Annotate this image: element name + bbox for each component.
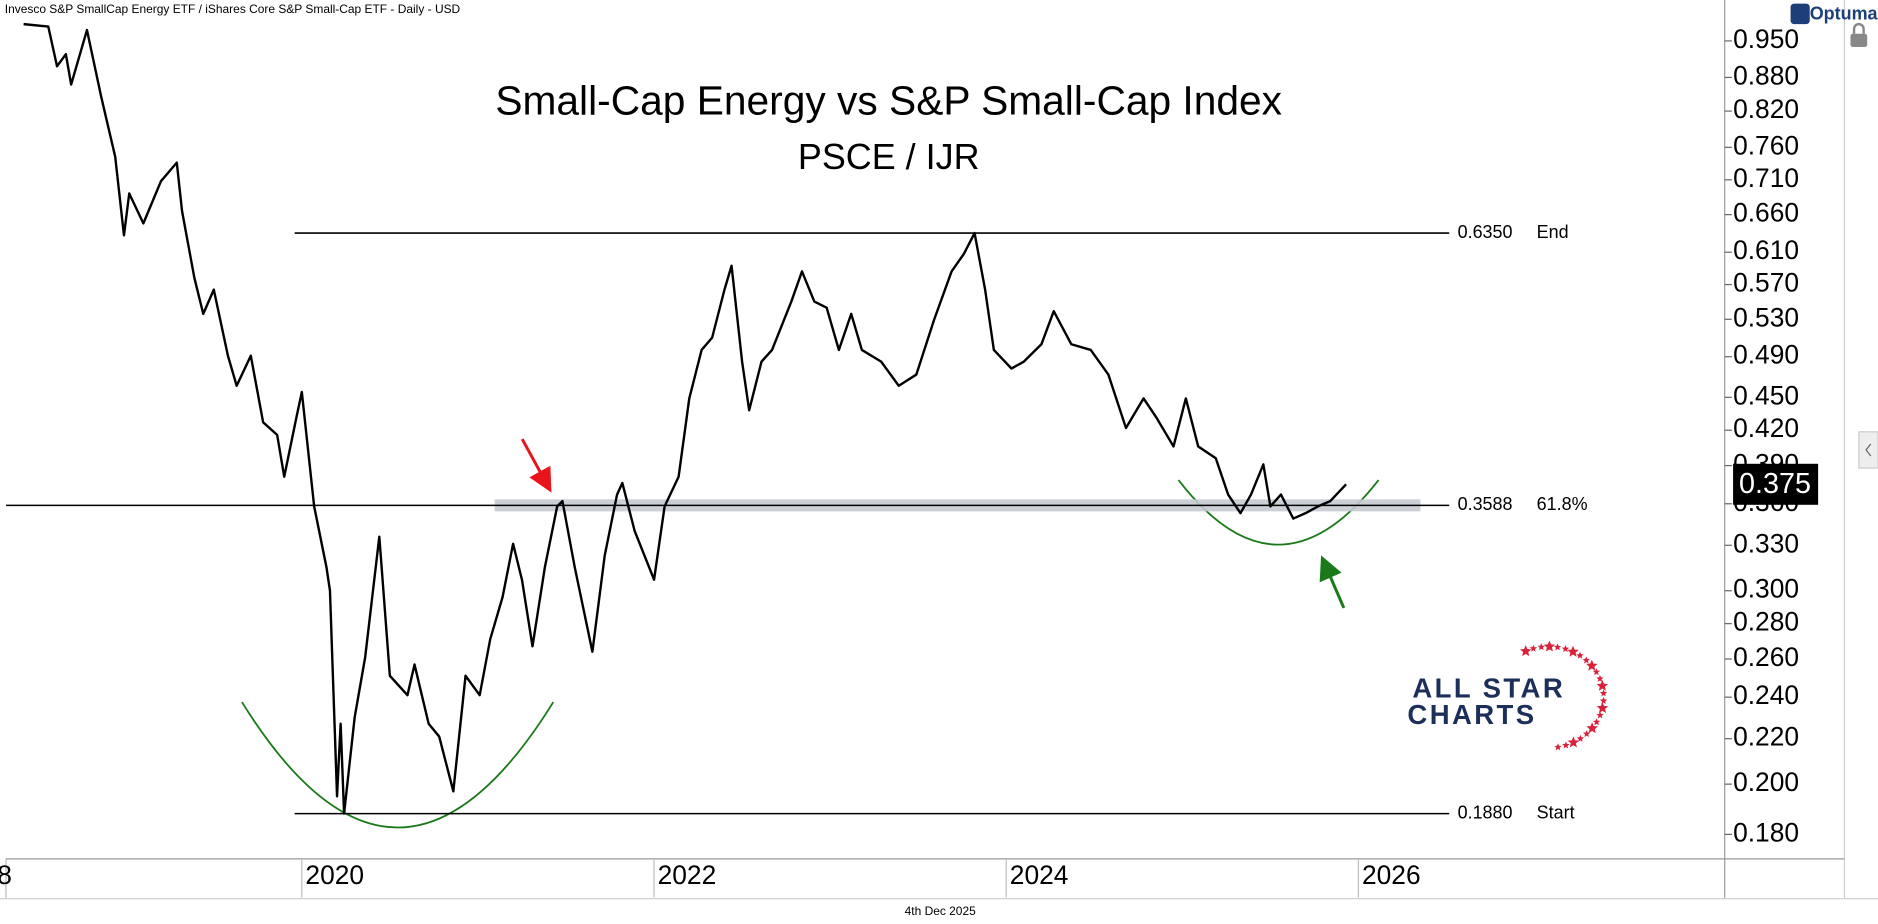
star — [1537, 643, 1545, 651]
y-tick-label: 0.300 — [1733, 574, 1799, 604]
y-tick-label: 0.610 — [1733, 235, 1799, 265]
x-axis: 2018 2020 2022 2024 2026 — [0, 860, 1421, 890]
chart-header: Invesco S&P SmallCap Energy ETF / iShare… — [5, 2, 461, 16]
plot-area — [23, 22, 1347, 815]
star — [1554, 743, 1562, 751]
star — [1561, 645, 1570, 653]
level-value: 0.1880 — [1458, 802, 1513, 822]
star — [1567, 645, 1579, 657]
side-tab-arrow — [1865, 443, 1872, 457]
y-tick-label: 0.710 — [1733, 163, 1799, 193]
star — [1562, 741, 1570, 749]
star — [1596, 711, 1604, 719]
lock-icon — [1850, 33, 1868, 48]
y-tick-label: 0.260 — [1733, 642, 1799, 672]
x-tick-label: 2018 — [0, 860, 12, 890]
level-name: End — [1537, 222, 1569, 242]
level-value: 0.3588 — [1458, 494, 1513, 514]
star — [1599, 696, 1608, 704]
y-tick-label: 0.660 — [1733, 198, 1799, 228]
y-tick-label: 0.880 — [1733, 60, 1799, 90]
y-tick-label: 0.220 — [1733, 722, 1799, 752]
last-value-box — [1733, 463, 1819, 505]
side-tab[interactable] — [1858, 431, 1878, 469]
annotation-arrow — [1319, 555, 1346, 609]
star — [1596, 674, 1604, 682]
star — [1576, 734, 1585, 742]
star — [1529, 644, 1538, 652]
chart-subtitle: PSCE / IJR — [798, 136, 980, 177]
y-tick-label: 0.200 — [1733, 767, 1799, 797]
star — [1592, 668, 1601, 676]
x-tick-label: 2020 — [305, 860, 364, 890]
last-value-label: 0.375 — [1739, 468, 1811, 500]
watermark-line: CHARTS — [1407, 699, 1536, 730]
y-tick-label: 0.450 — [1733, 380, 1799, 410]
star — [1586, 659, 1598, 671]
y-tick-label: 0.330 — [1733, 528, 1799, 558]
star — [1567, 736, 1580, 748]
source-logo: Optuma — [1810, 3, 1878, 23]
footer-date: 4th Dec 2025 — [905, 904, 976, 918]
y-tick-label: 0.490 — [1733, 340, 1799, 370]
y-tick-label: 0.950 — [1733, 24, 1799, 54]
star — [1520, 645, 1532, 657]
star — [1576, 651, 1584, 659]
star — [1582, 656, 1590, 664]
y-tick-label: 0.820 — [1733, 94, 1799, 124]
star — [1583, 730, 1591, 738]
y-tick-label: 0.760 — [1733, 130, 1799, 160]
x-tick-label: 2022 — [658, 860, 717, 890]
star — [1592, 718, 1601, 726]
annotation-arrow — [520, 438, 552, 493]
y-tick-label: 0.420 — [1733, 413, 1799, 443]
price-line — [23, 22, 1347, 815]
y-tick-label: 0.530 — [1733, 302, 1799, 332]
star — [1586, 722, 1598, 734]
star — [1553, 643, 1562, 651]
y-tick-label: 0.240 — [1733, 680, 1799, 710]
level-value: 0.6350 — [1458, 222, 1513, 242]
chart-title: Small-Cap Energy vs S&P Small-Cap Index — [495, 77, 1282, 123]
star — [1596, 702, 1609, 714]
x-tick-label: 2026 — [1362, 860, 1421, 890]
level-name: Start — [1537, 802, 1575, 822]
star — [1596, 679, 1609, 691]
x-tick-label: 2024 — [1010, 860, 1069, 890]
star — [1543, 640, 1556, 652]
annotation-arc — [241, 701, 555, 829]
y-tick-label: 0.280 — [1733, 607, 1799, 637]
y-tick-label: 0.570 — [1733, 267, 1799, 297]
star — [1599, 689, 1608, 697]
watermark-line: ALL STAR — [1412, 672, 1565, 703]
lock-shackle — [1852, 22, 1865, 34]
level-name: 61.8% — [1537, 494, 1588, 514]
watermark-stars — [1520, 640, 1609, 751]
y-tick-label: 0.180 — [1733, 817, 1799, 847]
logo-icon — [1790, 3, 1810, 25]
